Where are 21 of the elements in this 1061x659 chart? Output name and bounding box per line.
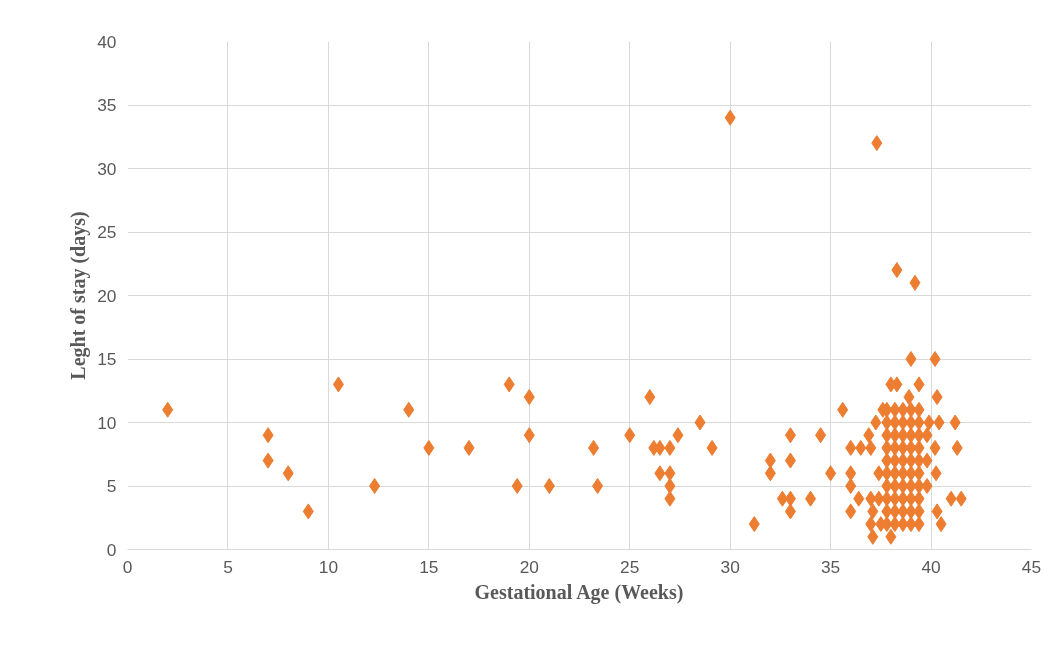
x-tick-label: 20 <box>519 556 539 577</box>
y-tick-label: 10 <box>97 412 117 433</box>
y-tick-label: 5 <box>106 476 117 496</box>
y-tick-label: 35 <box>97 95 117 115</box>
x-tick-label: 0 <box>122 556 133 577</box>
x-tick-label: 40 <box>921 556 941 577</box>
y-tick-label: 40 <box>97 31 117 52</box>
x-tick-label: 10 <box>318 556 339 577</box>
x-axis-title: Gestational Age (Weeks) <box>474 580 684 604</box>
x-tick-label: 25 <box>620 556 640 577</box>
y-tick-label: 25 <box>97 222 117 242</box>
x-tick-label: 15 <box>419 556 439 577</box>
y-tick-label: 15 <box>97 349 117 369</box>
x-tick-label: 35 <box>820 556 841 577</box>
y-axis-title: Leght of stay (days) <box>67 211 91 380</box>
x-tick-label: 45 <box>1021 556 1042 577</box>
y-tick-label: 0 <box>106 539 117 560</box>
y-tick-label: 20 <box>97 285 117 306</box>
x-tick-label: 5 <box>223 556 233 577</box>
x-tick-label: 30 <box>720 556 740 577</box>
y-tick-label: 30 <box>97 158 117 179</box>
